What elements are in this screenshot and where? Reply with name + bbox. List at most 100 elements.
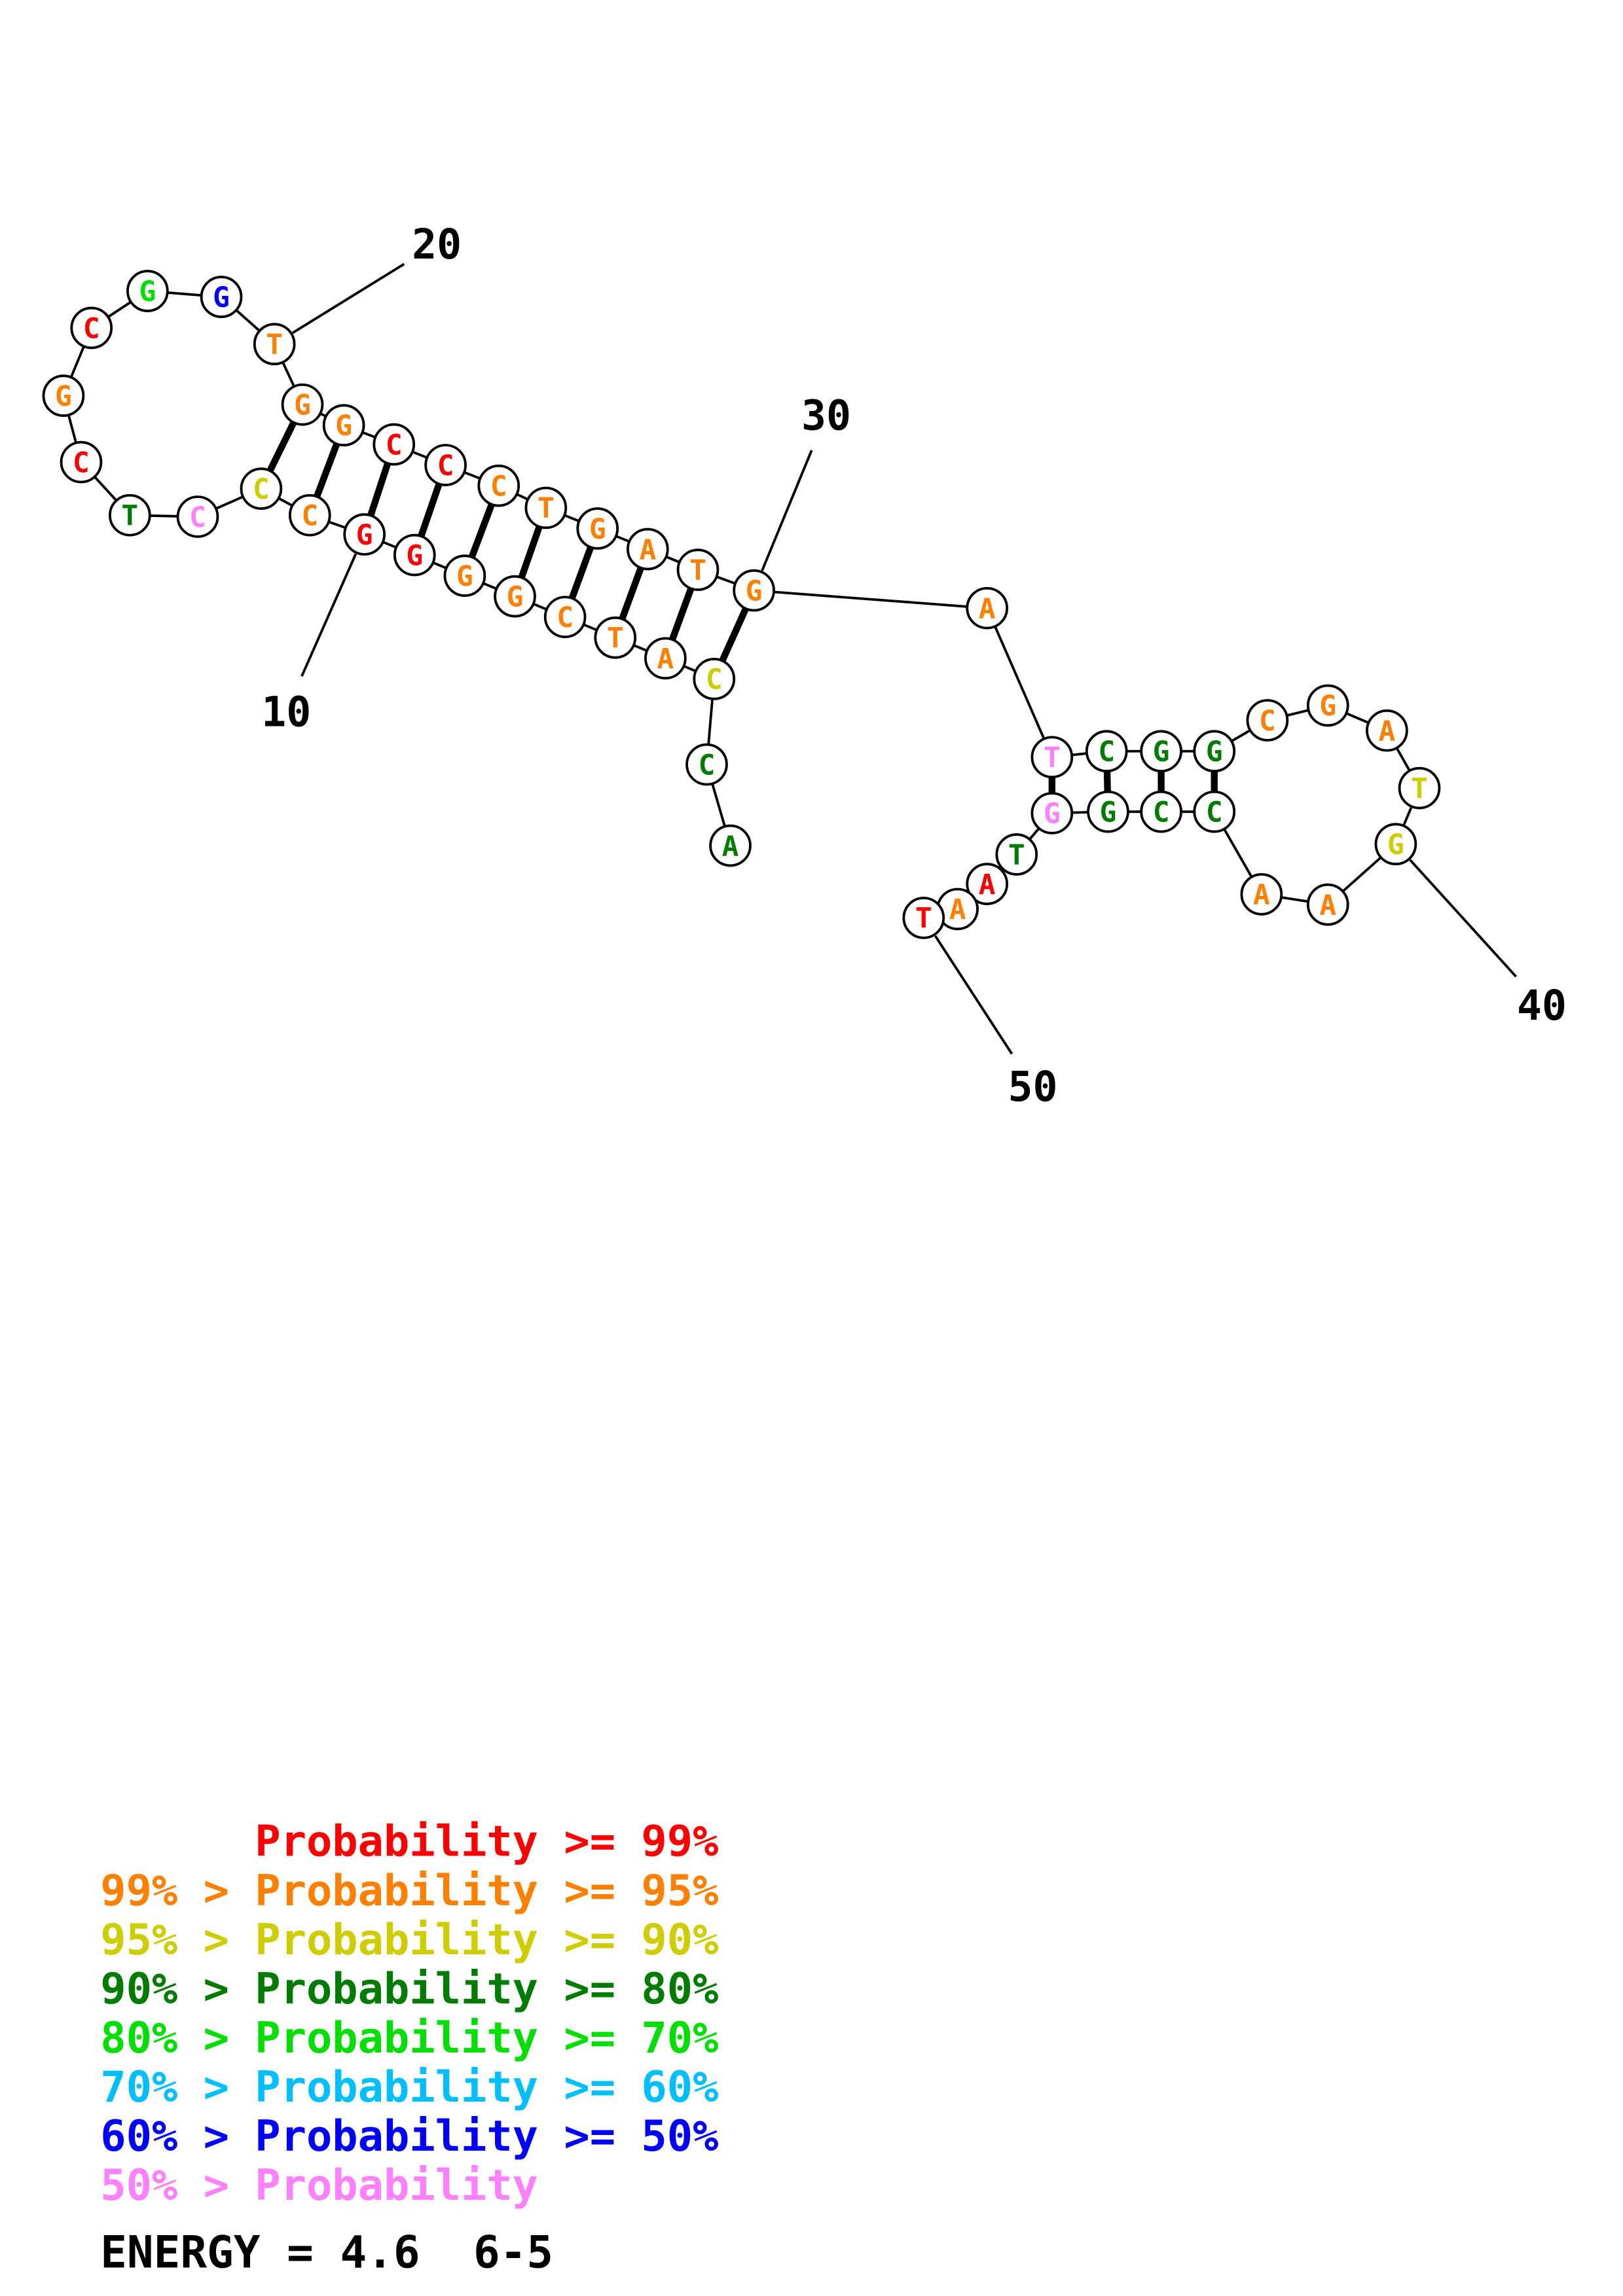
- nucleotide-circle: [443, 554, 486, 597]
- nucleotide-circle: [733, 569, 775, 612]
- legend-row: Probability >= 99%: [100, 1817, 718, 1867]
- label-leader-line: [761, 450, 813, 571]
- nucleotide-circle: [966, 586, 1009, 630]
- nucleotide-letter: G: [1387, 829, 1404, 861]
- nucleotide-letter: C: [189, 501, 206, 534]
- nucleotide-letter: C: [706, 664, 723, 696]
- nucleotide-letter: T: [121, 500, 138, 533]
- nucleotide-circle: [373, 423, 416, 466]
- legend-row: 99% > Probability >= 95%: [100, 1866, 718, 1916]
- nucleotide-letter: G: [356, 519, 373, 552]
- nucleotide-letter: A: [722, 830, 739, 863]
- nucleotide-circle: [594, 616, 637, 659]
- nucleotide-letter: T: [538, 492, 555, 525]
- nucleotide-circle: [393, 533, 436, 577]
- nucleotide-letter: G: [507, 581, 524, 613]
- nucleotide-circle: [1398, 766, 1441, 810]
- position-label: 40: [1517, 981, 1567, 1030]
- nucleotide-letter: G: [746, 575, 763, 607]
- nucleotide-letter: C: [437, 450, 454, 482]
- nucleotide-letter: G: [139, 276, 156, 308]
- nucleotide-letter: G: [1206, 736, 1223, 768]
- nucleotide-circle: [200, 276, 243, 318]
- nucleotide-circle: [1085, 730, 1128, 773]
- nucleotide-circle: [1246, 699, 1289, 742]
- nucleotide-letter: T: [607, 622, 624, 655]
- position-labels: 10 20 30 40 50: [261, 220, 1567, 1111]
- nucleotide-letter: C: [1098, 736, 1115, 768]
- nucleotide-circle: [1306, 883, 1349, 926]
- nucleotide-letter: C: [1153, 796, 1170, 829]
- nucleotide-circle: [1240, 873, 1283, 916]
- nucleotide-letter: T: [1008, 839, 1025, 872]
- label-leader-line: [301, 553, 357, 677]
- nucleotide-letter: C: [1259, 705, 1276, 738]
- nucleotide-circle: [627, 528, 669, 571]
- nucleotide-circle: [1306, 684, 1349, 727]
- nucleotide-letter: C: [386, 429, 403, 461]
- label-leader-line: [1409, 859, 1518, 978]
- nucleotide-letter: G: [1044, 798, 1061, 831]
- nucleotide-circle: [477, 464, 520, 507]
- nucleotide-circle: [1374, 823, 1417, 866]
- nucleotide-letter: G: [1100, 796, 1117, 829]
- nucleotide-circle: [1193, 730, 1236, 773]
- nucleotide-letter: G: [589, 513, 606, 546]
- nucleotide-letter: A: [949, 893, 966, 926]
- nucleotide-circle: [693, 658, 736, 700]
- nucleotide-letter: T: [689, 554, 706, 587]
- nucleotide-letter: T: [266, 329, 283, 361]
- nucleotide-letter: C: [699, 749, 716, 781]
- nucleotide-letter: T: [1411, 772, 1428, 805]
- legend: Probability >= 99%99% > Probability >= 9…: [100, 1817, 718, 2278]
- nucleotide-circle: [60, 440, 103, 484]
- nucleotide-letter: G: [335, 410, 352, 442]
- nucleotide-circle: [902, 897, 945, 939]
- label-leaders: [291, 262, 1518, 1055]
- nucleotide-letter: A: [979, 869, 996, 901]
- nucleotide-letter: G: [213, 281, 230, 314]
- nucleotide-circle: [576, 507, 619, 550]
- nucleotide-letter: C: [253, 473, 270, 506]
- nucleotide-circle: [995, 833, 1038, 876]
- position-label: 20: [412, 220, 462, 268]
- nucleotide-letter: G: [456, 560, 473, 593]
- nucleotide-circle: [1193, 790, 1236, 833]
- nucleotide-circle: [1030, 736, 1074, 779]
- position-label: 30: [801, 391, 851, 439]
- nucleotide-circle: [524, 486, 568, 529]
- nucleotide-circle: [322, 404, 365, 447]
- nucleotide-circle: [240, 467, 283, 510]
- nucleotide-letter: T: [915, 903, 932, 935]
- nucleotide-letter: T: [1044, 742, 1061, 774]
- nucleotide-letter: G: [55, 380, 72, 413]
- nucleotide-letter: A: [657, 643, 674, 675]
- nucleotide-circle: [424, 444, 467, 486]
- energy-label: ENERGY = 4.6 6-5: [100, 2227, 553, 2278]
- nucleotide-letter: C: [556, 601, 574, 634]
- nucleotide-circle: [108, 493, 151, 537]
- nucleotide-circle: [288, 493, 331, 537]
- nucleotide-letter: C: [490, 470, 507, 503]
- nucleotide-circle: [1366, 709, 1408, 752]
- nucleotide-circle: [1087, 790, 1129, 833]
- nucleotide-circle: [126, 270, 169, 312]
- legend-row: 95% > Probability >= 90%: [100, 1915, 718, 1965]
- nucleotide-letter: A: [1253, 879, 1270, 912]
- label-leader-line: [934, 935, 1013, 1055]
- nucleotide-circle: [1140, 730, 1182, 773]
- legend-row: 60% > Probability >= 50%: [100, 2111, 718, 2161]
- nucleotide-circles: [42, 270, 1441, 939]
- nucleotide-circle: [1030, 792, 1074, 834]
- nucleotide-letter: G: [406, 539, 423, 572]
- nucleotide-letter: A: [979, 592, 996, 625]
- nucleotide-circle: [1140, 790, 1182, 833]
- legend-row: 70% > Probability >= 60%: [100, 2062, 718, 2112]
- nucleotide-letter: G: [294, 389, 311, 422]
- nucleotide-circle: [966, 863, 1009, 905]
- legend-row: 80% > Probability >= 70%: [100, 2013, 718, 2063]
- position-label: 50: [1008, 1062, 1058, 1111]
